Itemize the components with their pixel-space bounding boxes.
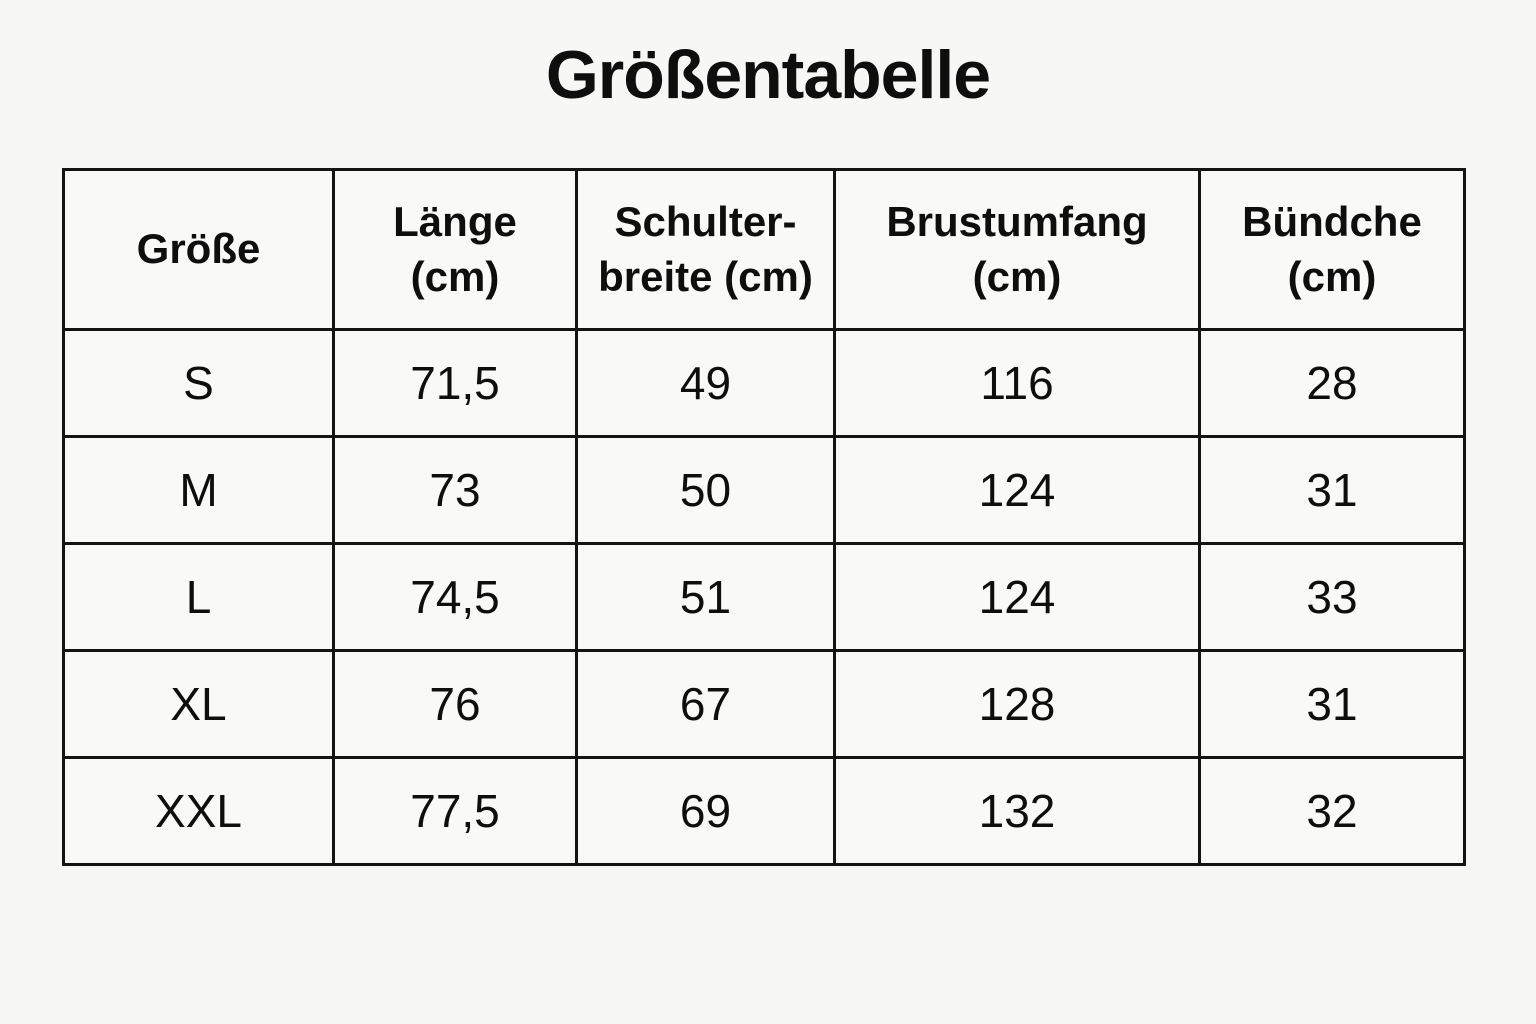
header-label-line: Brustumfang	[886, 197, 1148, 245]
header-groesse: Größe	[62, 168, 335, 331]
header-buendche: Bündche (cm)	[1198, 168, 1466, 331]
laenge-cell: 76	[332, 649, 578, 759]
schulter-cell: 50	[575, 435, 836, 545]
size-table-container: Größe Länge (cm) Schulter- breite (cm) B…	[62, 168, 1466, 866]
header-label-line: Länge	[393, 197, 517, 245]
buendche-cell: 31	[1198, 435, 1466, 545]
size-cell: L	[62, 542, 335, 652]
header-row: Größe Länge (cm) Schulter- breite (cm) B…	[62, 168, 1466, 331]
table-row-m: M 73 50 124 31	[62, 435, 1466, 545]
header-laenge: Länge (cm)	[332, 168, 578, 331]
laenge-cell: 74,5	[332, 542, 578, 652]
laenge-cell: 77,5	[332, 756, 578, 866]
size-table: Größe Länge (cm) Schulter- breite (cm) B…	[62, 168, 1466, 866]
laenge-cell: 71,5	[332, 328, 578, 438]
brustumfang-cell: 124	[833, 542, 1201, 652]
size-cell: XL	[62, 649, 335, 759]
size-cell: S	[62, 328, 335, 438]
schulter-cell: 67	[575, 649, 836, 759]
table-row-xxl: XXL 77,5 69 132 32	[62, 756, 1466, 866]
header-label-line: Bündche	[1242, 197, 1422, 245]
brustumfang-cell: 128	[833, 649, 1201, 759]
schulter-cell: 69	[575, 756, 836, 866]
schulter-cell: 51	[575, 542, 836, 652]
header-label-line: Schulter-	[614, 197, 797, 245]
size-cell: XXL	[62, 756, 335, 866]
table-row-s: S 71,5 49 116 28	[62, 328, 1466, 438]
table-row-xl: XL 76 67 128 31	[62, 649, 1466, 759]
buendche-cell: 28	[1198, 328, 1466, 438]
header-brustumfang: Brustumfang (cm)	[833, 168, 1201, 331]
buendche-cell: 32	[1198, 756, 1466, 866]
header-label-line: (cm)	[1287, 252, 1377, 300]
laenge-cell: 73	[332, 435, 578, 545]
brustumfang-cell: 132	[833, 756, 1201, 866]
header-label-line: breite (cm)	[598, 252, 813, 300]
header-label-line: (cm)	[972, 252, 1062, 300]
size-cell: M	[62, 435, 335, 545]
schulter-cell: 49	[575, 328, 836, 438]
table-row-l: L 74,5 51 124 33	[62, 542, 1466, 652]
buendche-cell: 31	[1198, 649, 1466, 759]
brustumfang-cell: 116	[833, 328, 1201, 438]
brustumfang-cell: 124	[833, 435, 1201, 545]
header-label-line: Größe	[136, 225, 261, 273]
buendche-cell: 33	[1198, 542, 1466, 652]
header-label-line: (cm)	[410, 252, 500, 300]
header-schulterbreite: Schulter- breite (cm)	[575, 168, 836, 331]
page-title: Größentabelle	[545, 37, 991, 113]
